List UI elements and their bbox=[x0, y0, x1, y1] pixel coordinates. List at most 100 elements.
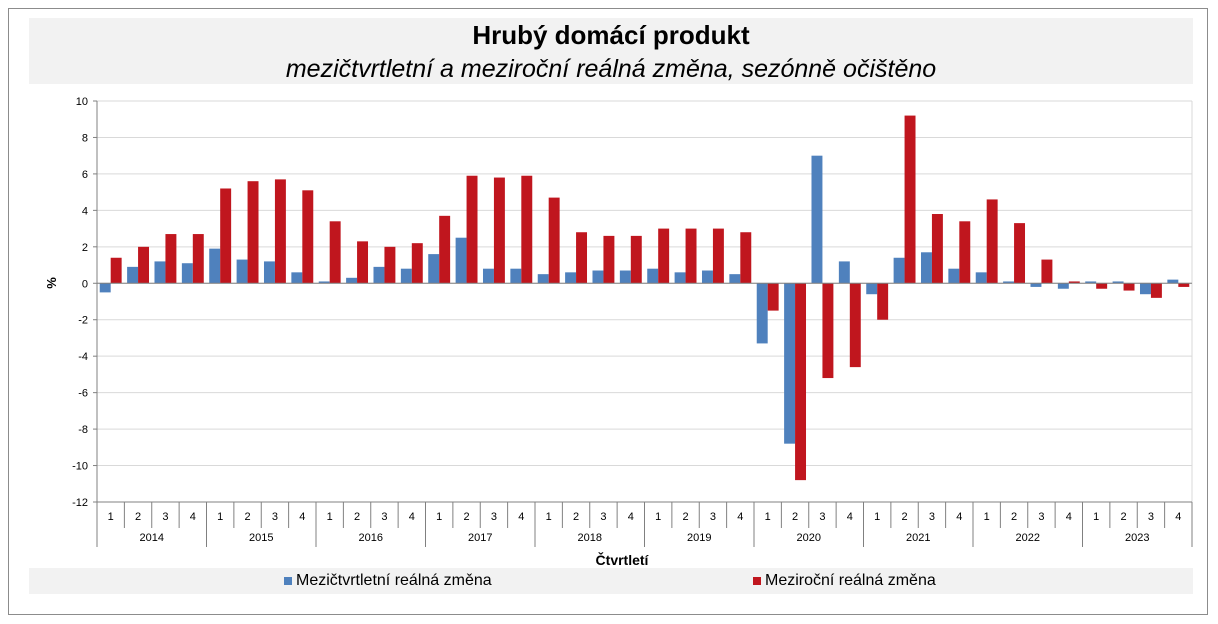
bar-yoy-36 bbox=[1096, 283, 1108, 289]
year-label: 2018 bbox=[578, 532, 602, 544]
bar-qoq-31 bbox=[948, 268, 960, 284]
bar-qoq-36 bbox=[1085, 281, 1097, 284]
quarter-label: 3 bbox=[162, 511, 168, 523]
bar-yoy-24 bbox=[767, 283, 779, 311]
year-label: 2016 bbox=[359, 532, 383, 544]
bar-yoy-38 bbox=[1150, 283, 1162, 298]
year-label: 2014 bbox=[140, 532, 164, 544]
bar-yoy-39 bbox=[1178, 283, 1190, 287]
y-tick-label: 0 bbox=[82, 278, 88, 290]
quarter-label: 3 bbox=[381, 511, 387, 523]
year-label: 2021 bbox=[906, 532, 930, 544]
quarter-label: 3 bbox=[491, 511, 497, 523]
bar-qoq-13 bbox=[455, 237, 467, 284]
bar-yoy-3 bbox=[192, 234, 204, 284]
quarter-label: 4 bbox=[190, 511, 196, 523]
legend-label-qoq: Mezičtvrtletní reálná změna bbox=[296, 572, 492, 589]
bar-qoq-5 bbox=[236, 259, 248, 284]
chart-frame bbox=[8, 8, 1208, 615]
quarter-label: 4 bbox=[409, 511, 415, 523]
quarter-label: 2 bbox=[135, 511, 141, 523]
bar-yoy-8 bbox=[329, 221, 341, 284]
bar-qoq-17 bbox=[565, 272, 577, 284]
quarter-label: 4 bbox=[737, 511, 743, 523]
bar-yoy-22 bbox=[712, 228, 724, 284]
y-tick-label: -10 bbox=[72, 461, 88, 473]
bar-yoy-9 bbox=[357, 241, 369, 284]
y-tick-label: -8 bbox=[78, 424, 88, 436]
y-tick-label: 4 bbox=[82, 205, 88, 217]
quarter-label: 3 bbox=[929, 511, 935, 523]
quarter-label: 4 bbox=[1175, 511, 1181, 523]
quarter-label: 3 bbox=[600, 511, 606, 523]
bar-yoy-28 bbox=[877, 283, 889, 320]
bar-yoy-13 bbox=[466, 175, 478, 284]
bar-qoq-35 bbox=[1057, 283, 1069, 289]
chart-title: Hrubý domácí produkt bbox=[472, 20, 750, 50]
bar-yoy-19 bbox=[630, 235, 642, 284]
bar-yoy-32 bbox=[986, 199, 998, 284]
bar-qoq-2 bbox=[154, 261, 166, 284]
bar-qoq-19 bbox=[619, 270, 631, 284]
quarter-label: 4 bbox=[1066, 511, 1072, 523]
y-tick-label: 8 bbox=[82, 132, 88, 144]
bar-qoq-15 bbox=[510, 268, 522, 284]
legend-item-qoq: Mezičtvrtletní reálná změna bbox=[284, 572, 492, 590]
bar-qoq-39 bbox=[1167, 279, 1179, 284]
bar-yoy-0 bbox=[110, 257, 122, 284]
bar-qoq-32 bbox=[975, 272, 987, 284]
bar-qoq-28 bbox=[866, 283, 878, 295]
quarter-label: 2 bbox=[573, 511, 579, 523]
bar-qoq-25 bbox=[784, 283, 796, 444]
quarter-label: 1 bbox=[108, 511, 114, 523]
quarter-label: 3 bbox=[1038, 511, 1044, 523]
bar-yoy-7 bbox=[302, 190, 314, 284]
bar-qoq-0 bbox=[99, 283, 111, 293]
bar-yoy-11 bbox=[411, 243, 423, 284]
year-label: 2022 bbox=[1016, 532, 1040, 544]
bar-qoq-30 bbox=[920, 252, 932, 284]
bar-yoy-27 bbox=[849, 283, 861, 368]
bar-yoy-12 bbox=[439, 215, 451, 284]
bar-qoq-24 bbox=[756, 283, 768, 344]
bar-qoq-26 bbox=[811, 155, 823, 284]
bar-qoq-11 bbox=[400, 268, 412, 284]
year-label: 2017 bbox=[468, 532, 492, 544]
bar-qoq-37 bbox=[1112, 281, 1124, 284]
bar-qoq-29 bbox=[893, 257, 905, 284]
quarter-label: 4 bbox=[956, 511, 962, 523]
quarter-label: 1 bbox=[327, 511, 333, 523]
bar-qoq-1 bbox=[127, 266, 139, 284]
y-axis-label: % bbox=[44, 277, 59, 289]
bar-yoy-35 bbox=[1068, 281, 1080, 284]
chart-subtitle: mezičtvrtletní a meziroční reálná změna,… bbox=[285, 55, 937, 83]
bar-qoq-27 bbox=[838, 261, 850, 284]
legend-swatch-qoq bbox=[284, 577, 292, 585]
bar-yoy-34 bbox=[1041, 259, 1053, 284]
bar-qoq-8 bbox=[318, 281, 330, 284]
title-band bbox=[29, 18, 1193, 84]
bar-yoy-14 bbox=[493, 177, 505, 284]
bar-qoq-22 bbox=[701, 270, 713, 284]
bar-yoy-23 bbox=[740, 232, 752, 284]
bar-yoy-31 bbox=[959, 221, 971, 284]
quarter-label: 3 bbox=[1148, 511, 1154, 523]
quarter-label: 1 bbox=[436, 511, 442, 523]
bar-yoy-6 bbox=[274, 179, 286, 284]
bar-yoy-15 bbox=[521, 175, 533, 284]
bar-yoy-18 bbox=[603, 235, 615, 284]
bar-qoq-6 bbox=[263, 261, 275, 284]
bar-yoy-5 bbox=[247, 181, 259, 284]
x-axis-label: Čtvrtletí bbox=[596, 551, 650, 568]
quarter-label: 3 bbox=[710, 511, 716, 523]
bar-yoy-21 bbox=[685, 228, 697, 284]
quarter-label: 2 bbox=[902, 511, 908, 523]
bar-qoq-10 bbox=[373, 266, 385, 284]
quarter-label: 1 bbox=[765, 511, 771, 523]
quarter-label: 2 bbox=[792, 511, 798, 523]
y-tick-label: 2 bbox=[82, 242, 88, 254]
quarter-label: 2 bbox=[245, 511, 251, 523]
quarter-label: 2 bbox=[683, 511, 689, 523]
bar-qoq-7 bbox=[291, 272, 303, 284]
